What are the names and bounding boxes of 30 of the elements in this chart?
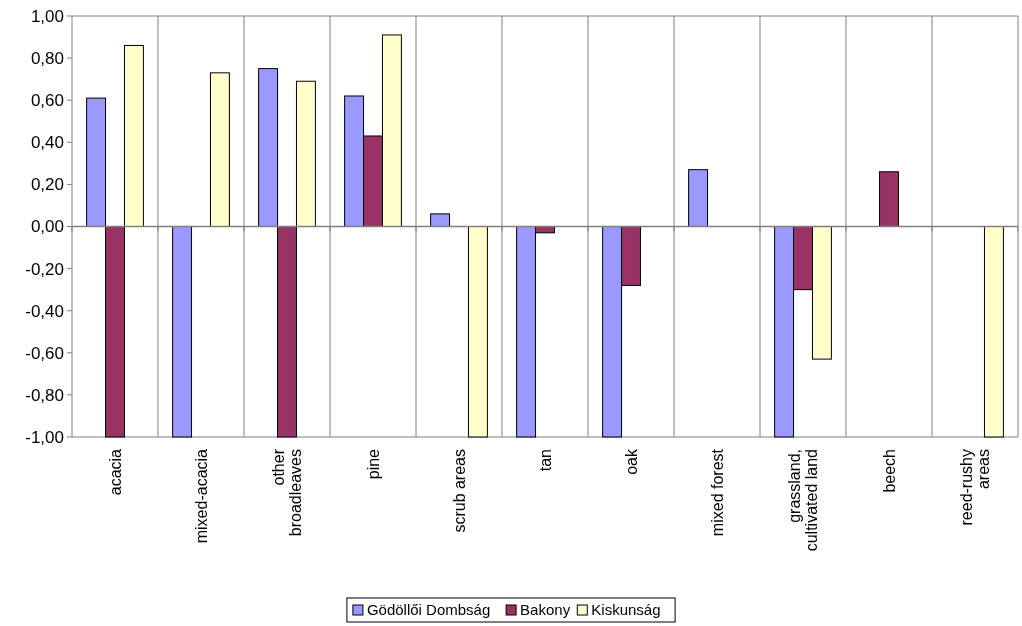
x-tick-label: pine bbox=[364, 448, 382, 480]
bar bbox=[430, 213, 451, 227]
y-tick-label: 0,00 bbox=[30, 217, 64, 237]
y-tick-label: 1,00 bbox=[30, 6, 64, 26]
y-tick-label: -0,40 bbox=[25, 301, 64, 321]
legend-label: Gödöllői Dombság bbox=[366, 601, 491, 619]
bar bbox=[467, 226, 488, 438]
legend-label: Bakony bbox=[520, 601, 571, 619]
x-tick-label: scrub areas bbox=[450, 449, 468, 533]
x-tick-label: oak bbox=[622, 448, 640, 475]
bar bbox=[983, 226, 1004, 438]
y-tick-label: -1,00 bbox=[25, 427, 64, 447]
y-tick-label: 0,60 bbox=[30, 91, 64, 111]
bar bbox=[172, 226, 193, 438]
y-tick-label: 0,40 bbox=[30, 133, 64, 153]
x-tick-label: mixed forest bbox=[708, 448, 726, 537]
y-tick-label: -0,60 bbox=[25, 343, 64, 363]
y-tick-label: 0,20 bbox=[30, 175, 64, 195]
bar bbox=[688, 169, 709, 227]
bar bbox=[879, 171, 899, 227]
x-tick-label: tan bbox=[536, 449, 554, 472]
y-tick-label: -0,80 bbox=[25, 385, 64, 405]
y-tick-label: 0,80 bbox=[30, 49, 64, 69]
legend-label: Kiskunság bbox=[591, 601, 661, 619]
x-tick-label: acacia bbox=[106, 448, 124, 496]
x-tick-label: reed-rushy areas bbox=[957, 449, 993, 526]
y-tick-label: -0,20 bbox=[25, 259, 64, 279]
x-tick-label: beech bbox=[880, 449, 898, 493]
x-tick-label: mixed-acacia bbox=[192, 448, 210, 544]
bar bbox=[209, 72, 230, 227]
